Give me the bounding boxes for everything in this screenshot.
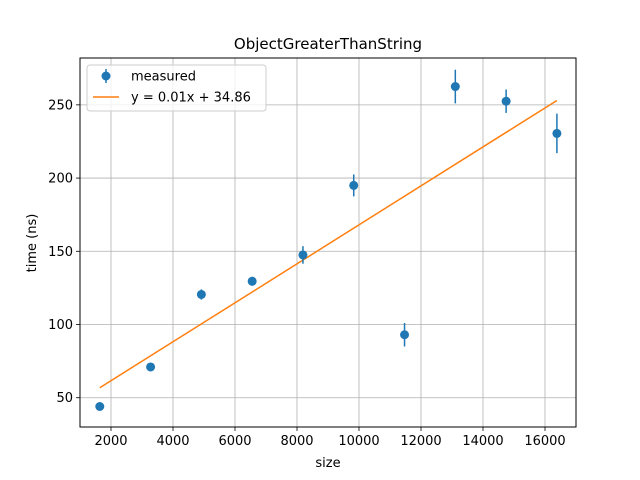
- y-tick-label: 250: [48, 98, 73, 113]
- x-tick-label: 8000: [280, 434, 313, 449]
- y-tick-label: 150: [48, 245, 73, 260]
- legend-measured-label: measured: [131, 70, 196, 85]
- legend-measured-marker: [101, 71, 111, 81]
- data-point: [450, 82, 460, 92]
- y-tick-label: 200: [48, 172, 73, 187]
- x-tick-label: 14000: [462, 434, 503, 449]
- legend-fit-label: y = 0.01x + 34.86: [131, 91, 251, 106]
- x-tick-label: 6000: [218, 434, 251, 449]
- data-point: [247, 276, 257, 286]
- chart-title: ObjectGreaterThanString: [234, 35, 422, 53]
- legend: measured y = 0.01x + 34.86: [86, 64, 267, 112]
- x-tick-label: 4000: [156, 434, 189, 449]
- x-tick-label: 10000: [338, 434, 379, 449]
- x-tick-label: 12000: [400, 434, 441, 449]
- data-point: [196, 289, 206, 299]
- data-point: [501, 96, 511, 106]
- axis-ticks: 2000 4000 6000 8000 10000 12000 14000 16000 50 10…: [48, 98, 566, 449]
- y-axis-label: time (ns): [25, 214, 40, 273]
- fit-line: [99, 99, 558, 389]
- data-point: [552, 128, 562, 138]
- plot-series: [95, 69, 562, 411]
- x-tick-label: 2000: [94, 434, 127, 449]
- data-point: [146, 362, 156, 372]
- plot-area-frame: [79, 57, 577, 428]
- grid-lines: [80, 58, 576, 427]
- y-tick-label: 100: [48, 318, 73, 333]
- x-axis-label: size: [315, 456, 340, 471]
- data-point: [298, 250, 308, 260]
- data-point: [95, 402, 105, 411]
- data-point: [400, 330, 410, 340]
- y-tick-label: 50: [56, 391, 73, 406]
- legend-box: [86, 64, 267, 112]
- data-point: [349, 180, 359, 190]
- x-tick-label: 16000: [524, 434, 565, 449]
